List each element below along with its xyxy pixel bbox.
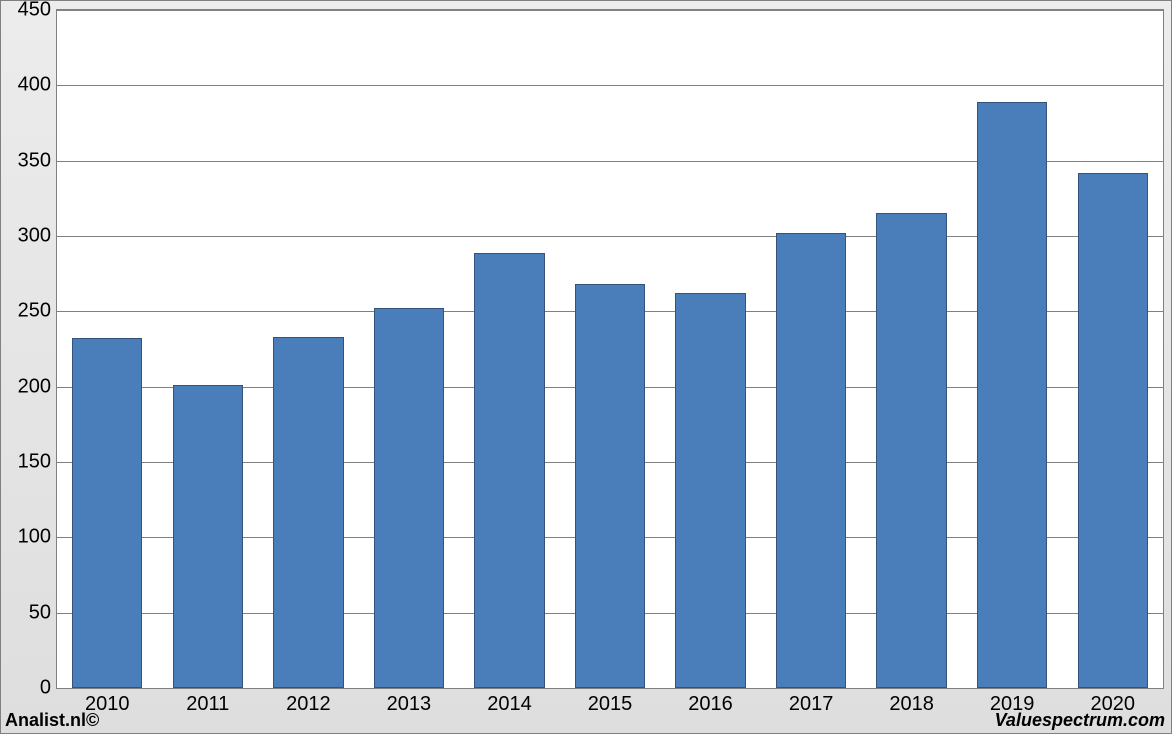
y-tick-label: 150 [3,451,51,474]
y-tick-label: 200 [3,375,51,398]
bar [876,213,946,688]
x-tick-label: 2012 [258,693,358,716]
x-tick-label: 2011 [158,693,258,716]
y-tick-label: 100 [3,526,51,549]
bar [776,233,846,688]
footer-left-text: Analist.nl© [5,710,99,731]
y-tick-label: 250 [3,300,51,323]
y-tick-label: 0 [3,677,51,700]
bar [173,385,243,688]
bar [575,284,645,688]
chart-container: 050100150200250300350400450 201020112012… [0,0,1172,734]
y-tick-label: 300 [3,225,51,248]
x-tick-label: 2013 [359,693,459,716]
y-tick-label: 350 [3,149,51,172]
bar [72,338,142,688]
bar [374,308,444,688]
x-tick-label: 2015 [560,693,660,716]
footer-right-text: Valuespectrum.com [995,710,1165,731]
y-tick-label: 450 [3,0,51,22]
x-tick-label: 2014 [459,693,559,716]
y-tick-label: 400 [3,74,51,97]
bar [977,102,1047,688]
x-tick-label: 2017 [761,693,861,716]
bar [1078,173,1148,688]
gridline [57,10,1163,11]
x-tick-label: 2018 [862,693,962,716]
bar [675,293,745,688]
bar [273,337,343,688]
y-tick-label: 50 [3,601,51,624]
plot-area [56,9,1164,689]
bar [474,253,544,688]
x-tick-label: 2016 [661,693,761,716]
gridline [57,85,1163,86]
